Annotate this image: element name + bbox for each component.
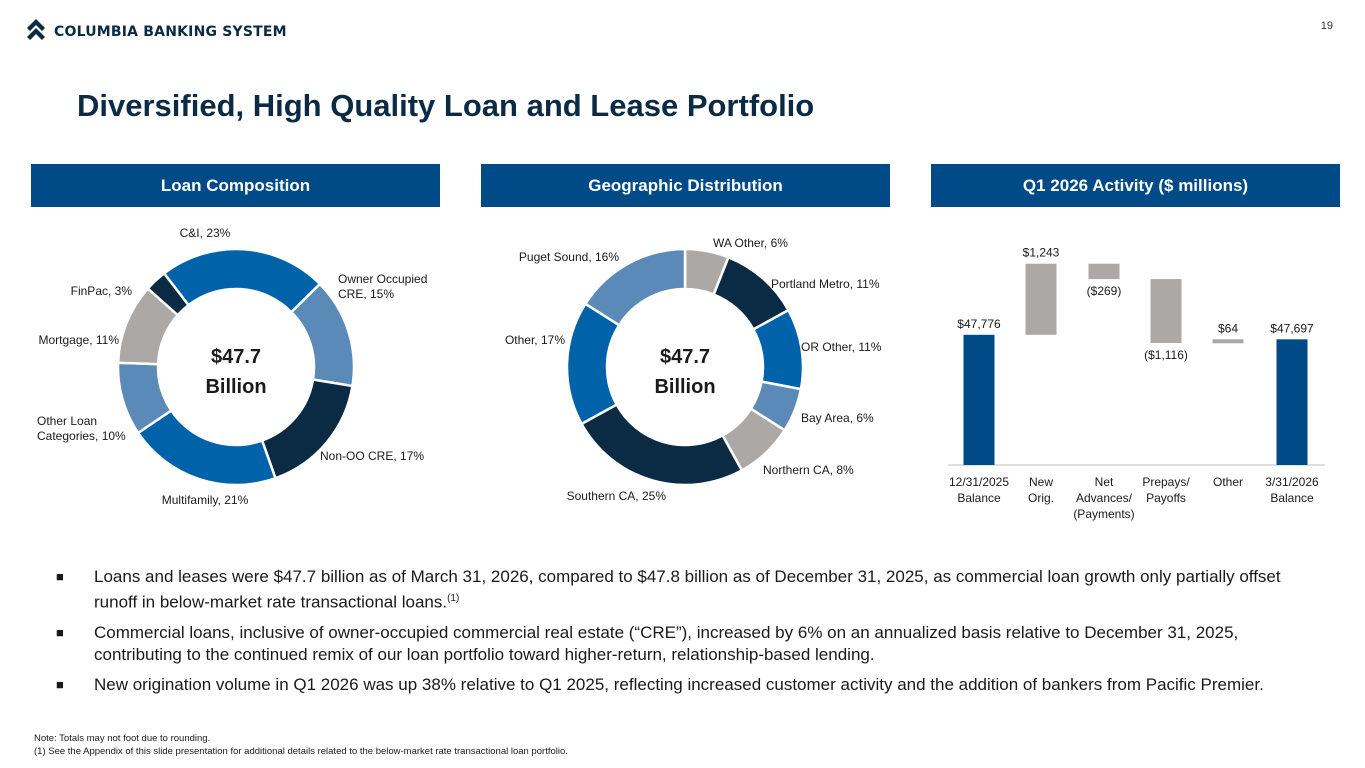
footnotes: Note: Totals may not foot due to roundin…	[34, 732, 568, 758]
panel-header-geographic: Geographic Distribution	[481, 164, 890, 207]
bar-other	[1212, 339, 1244, 344]
slice-finpac-3	[146, 271, 191, 317]
slice-label-portland-metro-11: Portland Metro, 11%	[771, 277, 880, 291]
category-label-net-advances-payments: Net Advances/(Payments)	[1073, 475, 1134, 521]
category-label-prepays-payoffs: Prepays/Payoffs	[1142, 475, 1190, 505]
slice-label-southern-ca-25: Southern CA, 25%	[567, 489, 667, 503]
slice-non-oo-cre-17	[260, 378, 354, 480]
category-label-12-31-2025-balance: 12/31/2025 Balance	[949, 475, 1009, 505]
logo-chevrons-icon	[27, 19, 45, 40]
bullet-list: ■ Loans and leases were $47.7 billion as…	[56, 566, 1316, 704]
bullet-item: ■ New origination volume in Q1 2026 was …	[56, 674, 1316, 696]
center-value: $47.7	[211, 346, 261, 368]
q1-activity-waterfall-chart: $47,776 $1,243 ($269) ($1,116) $64 $47,697 12/…	[948, 246, 1325, 521]
value-label-3-31-2026-balance: $47,697	[1270, 321, 1314, 335]
bar-3-31-2026-balance	[1276, 339, 1308, 465]
page-number: 19	[1320, 20, 1333, 32]
category-label-3-31-2026-balance: 3/31/2026 Balance	[1265, 475, 1319, 505]
slice-southern-ca-25	[579, 402, 744, 487]
panel-header-activity: Q1 2026 Activity ($ millions)	[931, 164, 1340, 207]
loan-composition-donut: C&I, 23% Owner Occupied CRE, 15% Non-OO CRE…	[37, 226, 427, 507]
company-name: COLUMBIA BANKING SYSTEM	[54, 24, 287, 40]
slice-label-puget-sound-16: Puget Sound, 16%	[519, 250, 619, 264]
slice-label-other-loan-categories-10: Other Loan Categories, 10%	[37, 414, 126, 443]
slice-label-c-i-23: C&I, 23%	[180, 226, 231, 240]
bullet-item: ■ Loans and leases were $47.7 billion as…	[56, 566, 1316, 614]
category-label-new-orig: New Orig.	[1028, 475, 1054, 505]
value-label-prepays-payoffs: ($1,116)	[1144, 348, 1188, 362]
value-label-new-orig: $1,243	[1023, 246, 1060, 260]
slice-label-non-oo-cre-17: Non-OO CRE, 17%	[320, 449, 424, 463]
company-logo: COLUMBIA BANKING SYSTEM	[24, 16, 287, 48]
value-label-net-advances-payments: ($269)	[1087, 284, 1122, 298]
bullet-text: Commercial loans, inclusive of owner-occ…	[94, 622, 1239, 664]
bar-12-31-2025-balance	[963, 334, 995, 465]
bullet-marker: ■	[56, 624, 64, 640]
slice-puget-sound-16	[583, 247, 687, 327]
center-unit: Billion	[205, 376, 266, 398]
center-value: $47.7	[660, 346, 710, 368]
bar-new-orig	[1025, 263, 1057, 335]
slice-label-or-other-11: OR Other, 11%	[801, 340, 882, 354]
footnote-ref: (1)	[447, 593, 460, 604]
slice-other-17	[565, 302, 621, 426]
bullet-marker: ■	[56, 569, 64, 584]
value-label-12-31-2025-balance: $47,776	[957, 317, 1001, 331]
slice-label-multifamily-21: Multifamily, 21%	[162, 493, 249, 507]
value-label-other: $64	[1218, 321, 1238, 335]
slice-multifamily-21	[136, 408, 278, 487]
bullet-text: Loans and leases were $47.7 billion as o…	[94, 567, 1281, 612]
slice-label-other-17: Other, 17%	[505, 333, 565, 347]
bar-net-advances-payments	[1088, 263, 1120, 280]
note-rounding: Note: Totals may not foot due to roundin…	[34, 733, 211, 744]
bar-prepays-payoffs	[1150, 279, 1182, 343]
bullet-item: ■ Commercial loans, inclusive of owner-o…	[56, 622, 1316, 666]
slice-label-owner-occupied-cre-15: Owner Occupied CRE, 15%	[338, 272, 427, 301]
bullet-marker: ■	[56, 676, 64, 692]
slice-label-bay-area-6: Bay Area, 6%	[801, 411, 874, 425]
category-label-other: Other	[1213, 475, 1243, 489]
bullet-text: New origination volume in Q1 2026 was up…	[94, 674, 1264, 694]
panel-header-loan-composition: Loan Composition	[31, 164, 440, 207]
slice-label-wa-other-6: WA Other, 6%	[713, 236, 788, 250]
slice-label-northern-ca-8: Northern CA, 8%	[763, 463, 854, 477]
center-unit: Billion	[654, 376, 715, 398]
geographic-distribution-donut: WA Other, 6% Portland Metro, 11% OR Other,…	[505, 236, 882, 503]
slice-label-mortgage-11: Mortgage, 11%	[39, 333, 120, 347]
page-title: Diversified, High Quality Loan and Lease…	[77, 88, 815, 123]
note-appendix: (1) See the Appendix of this slide prese…	[34, 746, 568, 757]
slice-label-finpac-3: FinPac, 3%	[71, 284, 133, 298]
